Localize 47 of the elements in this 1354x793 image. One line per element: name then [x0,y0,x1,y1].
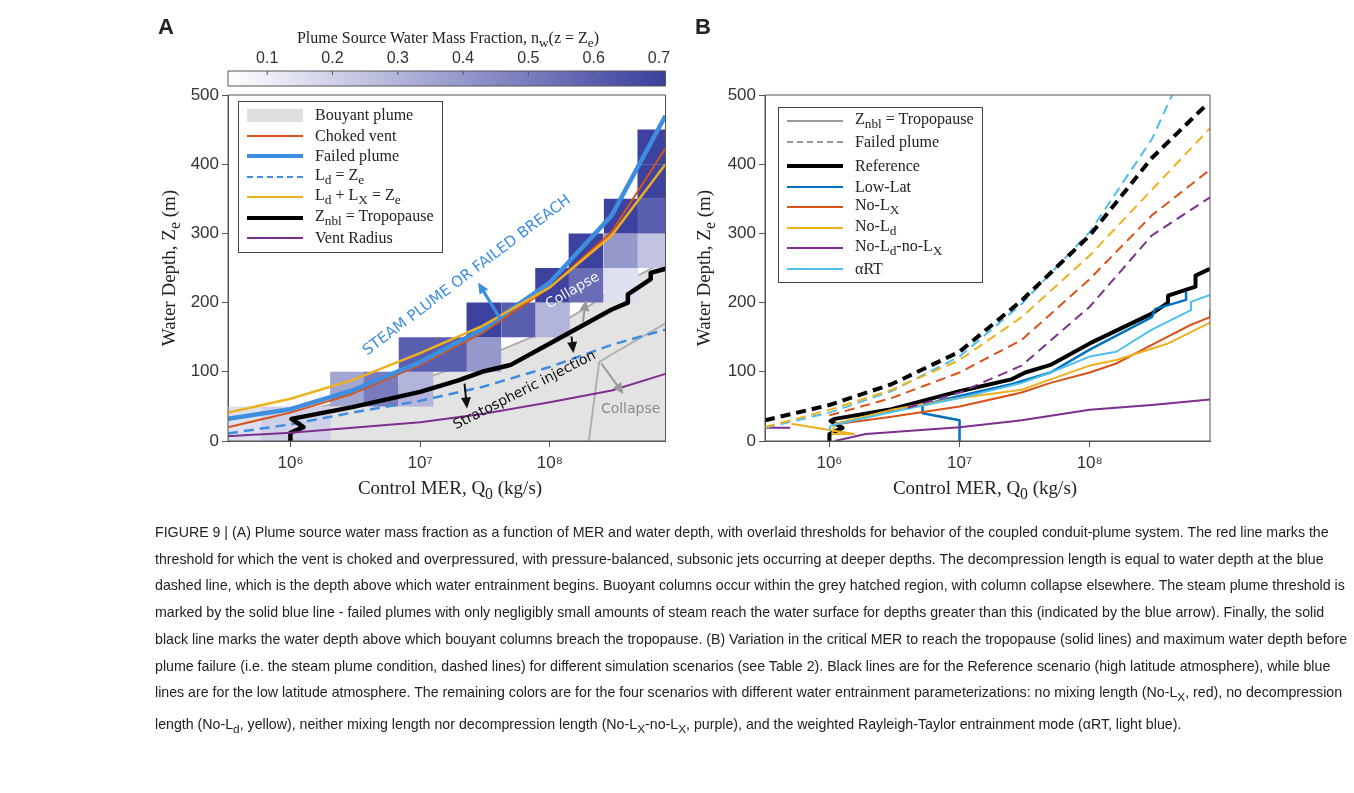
chart-title: B [695,14,711,40]
y-tick-label: 500 [727,84,756,104]
legend-label: Choked vent [315,126,397,145]
legend-label: Failed plume [315,147,399,166]
legend-label: No-L$_{d}$-no-L$_{X}$ [855,237,943,260]
color-bar-label: 0.3 [386,49,409,66]
legend-label: No-L$_{d}$ [855,216,897,239]
y-tick-label: 0 [746,430,756,450]
x-axis-title: Control MER, Q$_{0}$ (kg/s) [892,477,1078,503]
x-tick-label: 10⁶ [816,452,843,472]
y-tick-label: 200 [727,292,756,312]
annotation: Collapse [600,399,661,416]
color-bar-label: 0.4 [451,49,475,66]
color-bar-label: 0.1 [256,49,279,66]
color-bar-label: 0.2 [321,49,344,66]
y-tick-label: 100 [190,361,219,381]
legend-label: αRT [855,259,883,278]
x-tick-label: 10⁸ [1076,452,1103,472]
legend-label: Reference [855,157,920,176]
x-tick-label: 10⁷ [947,452,973,472]
legend-label: Failed plume [855,132,939,151]
x-tick-label: 10⁷ [407,452,433,472]
legend-label: L$_{d}$ = Z$_{e}$ [315,165,365,188]
x-tick-label: 10⁸ [536,452,563,472]
legend-label: Z$_{nbl}$ = Tropopause [315,206,434,229]
legend-label: Low-Lat [855,177,911,196]
y-tick-label: 500 [190,84,219,104]
color-bar-label: 0.6 [582,49,605,66]
y-tick-label: 300 [190,223,219,243]
y-tick-label: 300 [727,223,756,243]
chart-title: A [158,14,174,40]
y-tick-label: 100 [727,361,756,381]
color-bar-label: 0.5 [517,49,540,66]
y-tick-label: 400 [727,153,756,173]
y-tick-label: 0 [209,430,219,450]
text: FIGURE 9 | (A) Plume source water mass fraction as a function of MER and water depth, with overlaid thresholds for behavior of the coupled conduit-plume system. The red line marks the threshold for which the vent is choked and overpressured, with pressure-balanced, subsonic jets occurring at deeper depths. The decompression length is equal to water depth at the blue dashed line, which is the depth above which water entrainment begins. Buoyant columns occur within the grey hatched region, with column collapse elsewhere. The steam plume threshold is marked by the solid blue line - failed plumes with only negligibly small amounts of steam reach the water surface for depths greater than this (indicated by the blue arrow). Finally, the solid black line marks the water depth above which bouyant columns breach the tropopause. (B) Variation in the critical MER to reach the tropopause (solid lines) and maximum water depth before plume failure (i.e. the steam plume condition, dashed lines) for different simulation scenarios (see Table 2). Black lines are for the Reference scenario (high latitude atmosphere), while blue lines are for the low latitude atmosphere. The remaining colors are for the four scenarios with different water entrainment parameterizations: no mixing length (No-L$_{X}$, red), no decompression length (No-L$_{d}$, yellow), neither mixing length nor decompression length (No-L$_{X}$-no-L$_{X}$, purple), and the weighted Rayleigh-Taylor entrainment mode (αRT, light blue). [155,524,1348,736]
y-tick-label: 200 [190,292,219,312]
legend-label: No-L$_{X}$ [855,196,900,219]
color-bar-title: Plume Source Water Mass Fraction, n$_{w}$(z = Z$_{e}$) [296,28,600,51]
x-axis-title: Control MER, Q$_{0}$ (kg/s) [357,477,543,503]
legend-label: Vent Radius [315,229,393,248]
x-tick-label: 10⁶ [277,452,304,472]
legend-label: Bouyant plume [315,106,414,125]
y-tick-label: 400 [190,153,219,173]
legend-label: L$_{d}$ + L$_{X}$ = Z$_{e}$ [315,186,401,209]
legend-label: Z$_{nbl}$ = Tropopause [855,110,974,133]
color-bar-label: 0.7 [647,49,671,66]
